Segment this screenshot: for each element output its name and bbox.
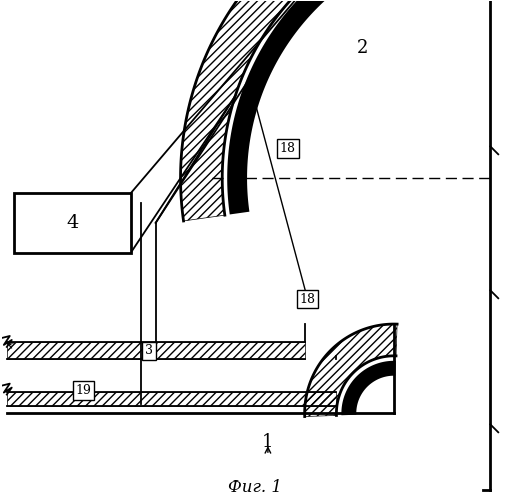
Polygon shape [341,361,395,416]
Polygon shape [7,392,336,406]
Text: 18: 18 [299,292,315,306]
Polygon shape [304,324,397,416]
Text: 3: 3 [145,344,153,358]
Polygon shape [7,342,304,359]
Text: 18: 18 [279,142,295,155]
Polygon shape [227,0,483,214]
Text: 2: 2 [357,39,368,57]
Text: Фиг. 1: Фиг. 1 [228,480,281,496]
Text: 4: 4 [66,214,78,232]
Text: 1: 1 [262,433,273,451]
Polygon shape [180,0,483,221]
Bar [14,193,131,252]
Text: 19: 19 [75,384,91,397]
